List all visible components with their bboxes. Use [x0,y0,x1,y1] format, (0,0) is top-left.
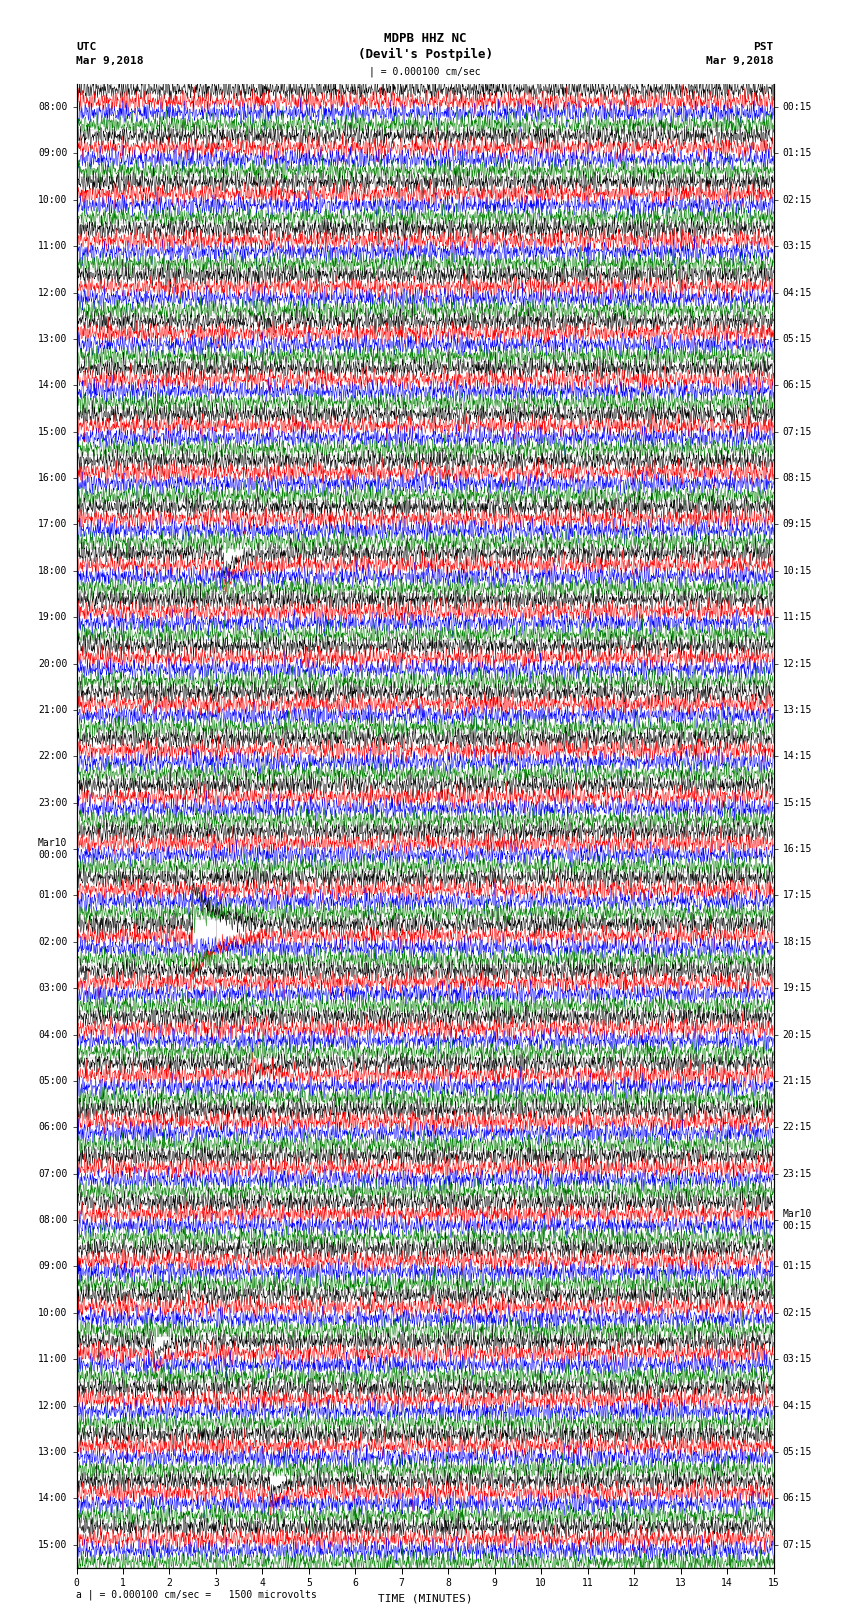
Text: PST: PST [753,42,774,52]
Text: MDPB HHZ NC: MDPB HHZ NC [383,32,467,45]
X-axis label: TIME (MINUTES): TIME (MINUTES) [377,1594,473,1603]
Text: UTC: UTC [76,42,97,52]
Text: Mar 9,2018: Mar 9,2018 [706,56,774,66]
Text: | = 0.000100 cm/sec: | = 0.000100 cm/sec [369,66,481,77]
Text: (Devil's Postpile): (Devil's Postpile) [358,48,492,61]
Text: a | = 0.000100 cm/sec =   1500 microvolts: a | = 0.000100 cm/sec = 1500 microvolts [76,1589,317,1600]
Text: Mar 9,2018: Mar 9,2018 [76,56,144,66]
